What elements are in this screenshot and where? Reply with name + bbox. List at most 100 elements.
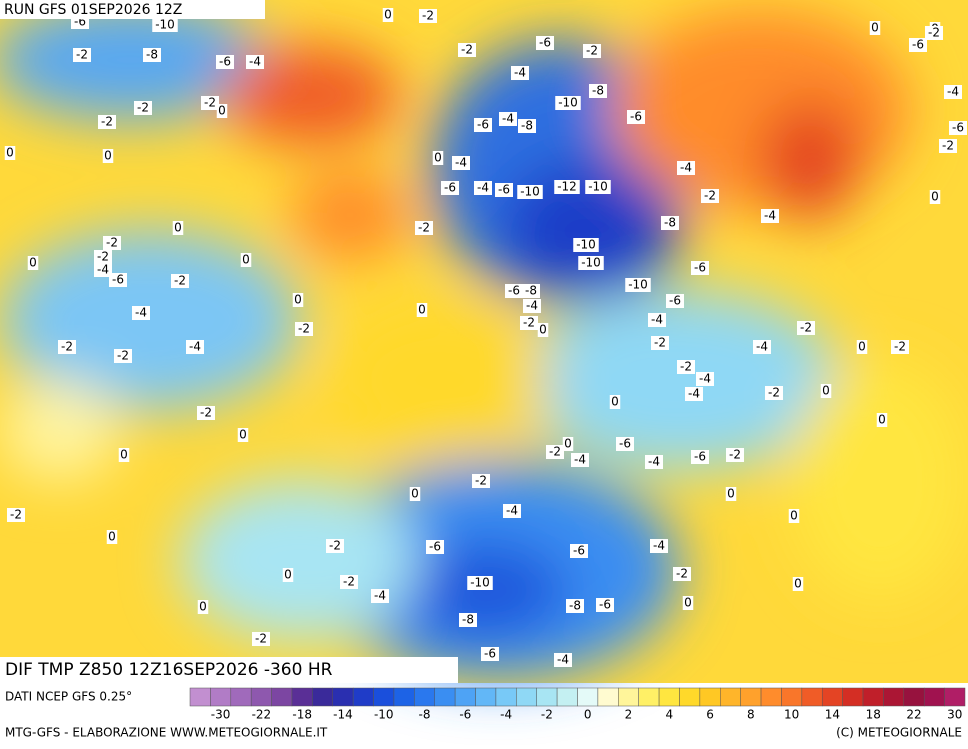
color-bar-tick-label: -4	[500, 708, 512, 722]
contour-label: -2	[586, 44, 598, 58]
contour-label-bg	[554, 653, 572, 667]
contour-label-bg	[252, 632, 270, 646]
color-swatch	[495, 687, 517, 707]
color-bar-tick-label: 8	[747, 708, 755, 722]
contour-label-bg	[216, 104, 228, 118]
contour-label-bg	[197, 600, 209, 614]
contour-label: -4	[455, 156, 467, 170]
contour-label-bg	[134, 101, 152, 115]
contour-label-bg	[518, 119, 536, 133]
contour-label-bg	[609, 395, 621, 409]
contour-label: -10	[576, 238, 596, 252]
contour-label-bg	[171, 274, 189, 288]
color-swatch	[393, 687, 415, 707]
color-swatch	[414, 687, 435, 707]
contour-label: -6	[619, 437, 631, 451]
contour-label-bg	[58, 340, 76, 354]
contour-label-bg	[282, 568, 294, 582]
contour-label-bg	[537, 323, 549, 337]
color-swatch	[720, 687, 741, 707]
contour-label: 0	[539, 323, 547, 337]
contour-label-bg	[186, 340, 204, 354]
contour-label-bg	[691, 261, 709, 275]
color-swatch	[475, 687, 497, 707]
contour-label: -2	[676, 567, 688, 581]
contour-label: -10	[155, 18, 175, 32]
contour-label-bg	[570, 544, 588, 558]
contour-label-bg	[726, 448, 744, 462]
contour-label-bg	[499, 112, 517, 126]
color-swatch	[944, 687, 966, 707]
contour-label-bg	[725, 487, 737, 501]
contour-label: 0	[174, 221, 182, 235]
contour-label: -2	[729, 448, 741, 462]
contour-label-bg	[419, 9, 437, 23]
contour-label-bg	[237, 428, 249, 442]
contour-label-bg	[625, 278, 651, 292]
contour-label: -2	[174, 274, 186, 288]
anomaly-field	[0, 0, 968, 683]
contour-label: -2	[523, 316, 535, 330]
contour-label: -6	[444, 181, 456, 195]
contour-label: -4	[653, 539, 665, 553]
contour-label-bg	[566, 599, 584, 613]
contour-label: -2	[255, 632, 267, 646]
contour-label: 0	[284, 568, 292, 582]
contour-label-bg	[677, 360, 695, 374]
contour-label-bg	[382, 8, 394, 22]
color-swatch	[291, 687, 313, 707]
color-bar-tick-label: 0	[584, 708, 592, 722]
contour-label: -2	[298, 322, 310, 336]
contour-label: -6	[694, 450, 706, 464]
contour-label: -2	[418, 221, 430, 235]
contour-label: -2	[61, 340, 73, 354]
contour-label-bg	[246, 55, 264, 69]
contour-label: 0	[931, 190, 939, 204]
color-swatch	[699, 687, 721, 707]
contour-label: -4	[574, 453, 586, 467]
contour-label-bg	[788, 509, 800, 523]
contour-label-bg	[536, 36, 554, 50]
color-bar-tick-label: -6	[459, 708, 471, 722]
contour-label-bg	[295, 322, 313, 336]
contour-label: -10	[470, 576, 490, 590]
contour-label: -6	[112, 273, 124, 287]
contour-label: 0	[822, 384, 830, 398]
contour-label: -4	[249, 55, 261, 69]
color-bar-tick-label: -18	[292, 708, 312, 722]
contour-label: -6	[952, 121, 964, 135]
contour-label: -10	[588, 180, 608, 194]
color-bar-tick-label: -8	[419, 708, 431, 722]
contour-label-bg	[571, 453, 589, 467]
contour-label-bg	[152, 18, 178, 32]
contour-label: -6	[74, 15, 86, 29]
contour-label-bg	[792, 577, 804, 591]
contour-label-bg	[523, 299, 541, 313]
contour-label-bg	[573, 238, 599, 252]
color-swatch	[271, 687, 293, 707]
contour-label-bg	[650, 539, 668, 553]
contour-label: -2	[768, 386, 780, 400]
color-swatch	[740, 687, 762, 707]
legend-source: DATI NCEP GFS 0.25°	[5, 690, 132, 704]
color-swatch	[781, 687, 803, 707]
color-bar-tick-label: -2	[541, 708, 553, 722]
contour-label: -6	[508, 284, 520, 298]
contour-label-bg	[114, 349, 132, 363]
contour-label-bg	[677, 161, 695, 175]
contour-label-bg	[197, 406, 215, 420]
contour-label: -2	[422, 9, 434, 23]
color-swatch	[210, 687, 232, 707]
color-swatch	[332, 687, 354, 707]
contour-label-bg	[94, 250, 112, 264]
contour-label-bg	[673, 567, 691, 581]
contour-label: 0	[871, 21, 879, 35]
contour-label: -2	[329, 539, 341, 553]
contour-label-bg	[371, 589, 389, 603]
contour-label: 0	[727, 487, 735, 501]
color-bar-tick-label: 30	[947, 708, 962, 722]
contour-label: -2	[549, 445, 561, 459]
contour-label: 0	[120, 448, 128, 462]
title-box	[0, 657, 458, 683]
contour-label: -2	[137, 101, 149, 115]
